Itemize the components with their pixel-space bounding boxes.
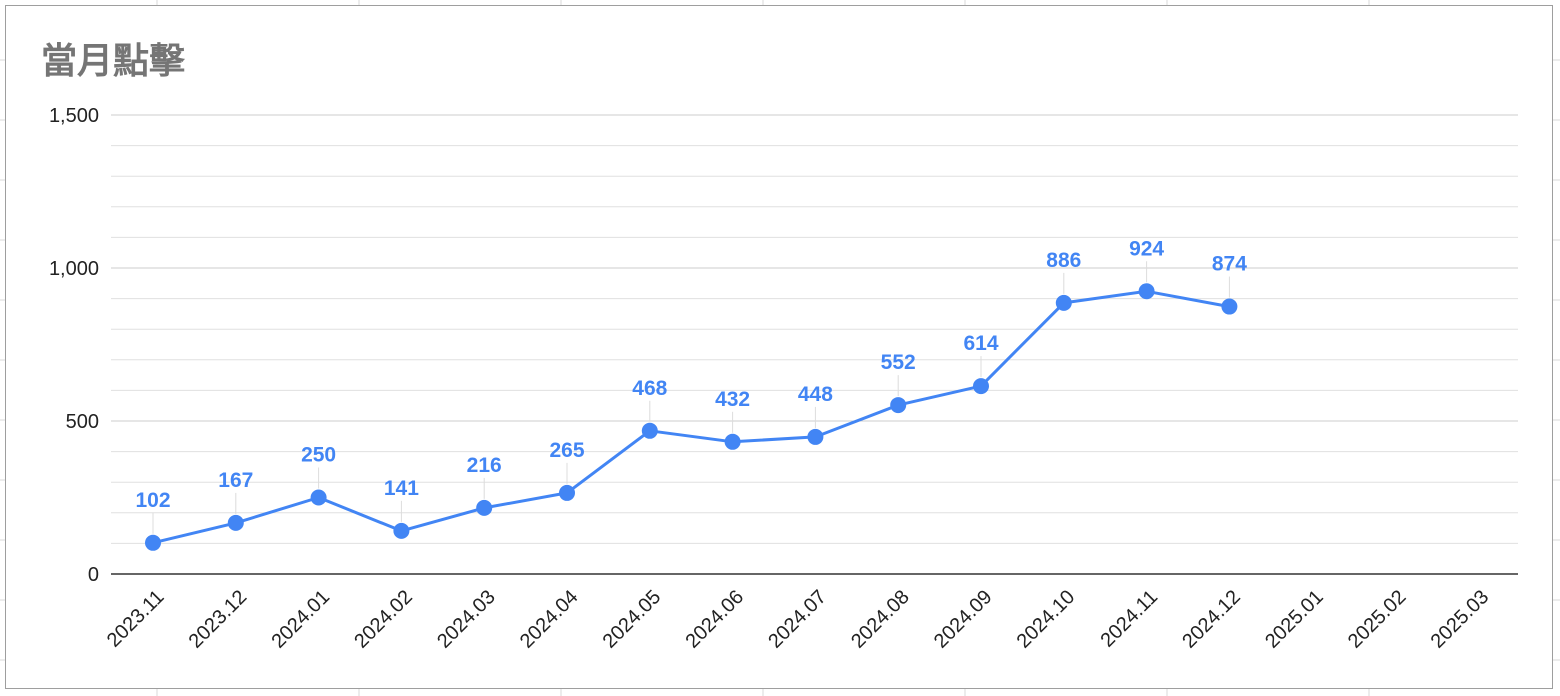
data-label: 552 [881,351,916,374]
x-tick-label: 2024.07 [764,586,831,653]
y-tick-label: 0 [88,564,99,586]
data-point[interactable] [890,397,907,414]
x-tick-label: 2024.04 [516,586,583,653]
series [145,283,1238,551]
data-label: 874 [1212,253,1247,276]
x-tick-label: 2024.11 [1097,586,1163,652]
data-point[interactable] [724,433,741,450]
x-tick-label: 2023.12 [185,586,252,653]
data-point[interactable] [559,484,575,501]
data-label: 886 [1046,249,1081,272]
data-label: 102 [135,489,170,512]
data-point[interactable] [227,514,244,531]
data-point[interactable] [1055,294,1072,311]
data-label: 141 [384,477,419,500]
data-label: 216 [467,454,502,477]
data-point[interactable] [310,489,327,506]
x-tick-label: 2024.06 [681,586,748,653]
data-label: 924 [1129,237,1164,260]
data-label: 614 [963,332,998,355]
series-line [151,289,1231,545]
x-tick-label: 2024.12 [1178,586,1245,653]
gridlines [111,114,1518,544]
x-tick-label: 2025.03 [1427,586,1494,653]
data-labels: 102 167 250 141 216 265 468 432 448 552 614 886 924 8… [135,237,1247,534]
x-tick-label: 2024.01 [267,586,334,653]
x-tick-label: 2024.10 [1013,586,1080,653]
data-point[interactable] [1138,283,1155,300]
y-tick-label: 1,000 [49,258,99,280]
x-tick-label: 2025.01 [1261,586,1328,653]
x-tick-label: 2025.02 [1344,586,1411,653]
x-tick-label: 2024.09 [930,586,997,653]
x-tick-label: 2024.02 [350,586,417,653]
data-label: 468 [632,377,667,400]
data-point[interactable] [145,534,161,551]
x-tick-label: 2023.11 [103,586,169,652]
data-point[interactable] [973,378,989,395]
chart-title: 當月點擊 [41,41,186,82]
x-tick-label: 2024.05 [599,586,666,653]
data-label: 432 [715,388,750,411]
data-point[interactable] [641,422,658,439]
data-point[interactable] [807,428,824,445]
data-point[interactable] [476,499,493,516]
chart-card[interactable]: 當月點擊 102 167 250 141 216 265 468 432 448 552 614 88… [5,5,1553,689]
data-label: 167 [218,469,253,492]
x-tick-label: 2024.03 [433,586,500,653]
data-label: 265 [549,439,584,462]
line-chart: 當月點擊 102 167 250 141 216 265 468 432 448 552 614 88… [41,41,1518,653]
y-tick-label: 500 [66,411,99,433]
data-label: 448 [798,383,833,406]
x-tick-label: 2024.08 [847,586,914,653]
data-point[interactable] [1221,298,1238,315]
y-tick-label: 1,500 [49,105,99,127]
data-point[interactable] [393,522,410,539]
data-label: 250 [301,444,336,467]
